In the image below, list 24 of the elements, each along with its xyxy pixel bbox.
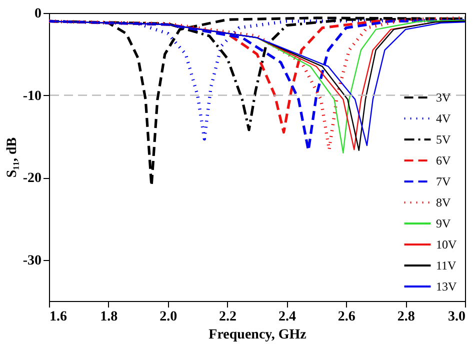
x-tick-label: 2.8	[397, 310, 415, 324]
legend-label: 3V	[436, 90, 451, 104]
legend-label: 8V	[436, 196, 451, 210]
legend-label: 9V	[436, 216, 451, 230]
x-tick-label: 1.6	[50, 310, 67, 324]
y-tick-label: -30	[22, 253, 42, 268]
x-tick-label: 2.0	[160, 310, 178, 324]
legend-label: 11V	[436, 258, 457, 272]
x-axis-title: Frequency, GHz	[208, 328, 306, 342]
x-tick-label: 2.2	[219, 310, 237, 324]
x-tick-label: 3.0	[448, 310, 466, 324]
legend-label: 5V	[436, 132, 451, 146]
y-tick-label: 0	[34, 6, 42, 22]
x-tick-label: 2.6	[338, 310, 356, 324]
legend-label: 13V	[436, 280, 457, 294]
legend-label: 7V	[436, 174, 451, 188]
y-axis-title: S₁₁, dB	[4, 137, 20, 178]
legend-label: 6V	[436, 154, 451, 168]
y-tick-label: -10	[22, 88, 42, 104]
x-tick-label: 2.4	[278, 310, 296, 324]
legend-label: 10V	[436, 238, 457, 252]
x-tick-label: 1.8	[100, 310, 118, 324]
legend-label: 4V	[436, 112, 451, 126]
y-tick-label: -20	[22, 171, 42, 186]
